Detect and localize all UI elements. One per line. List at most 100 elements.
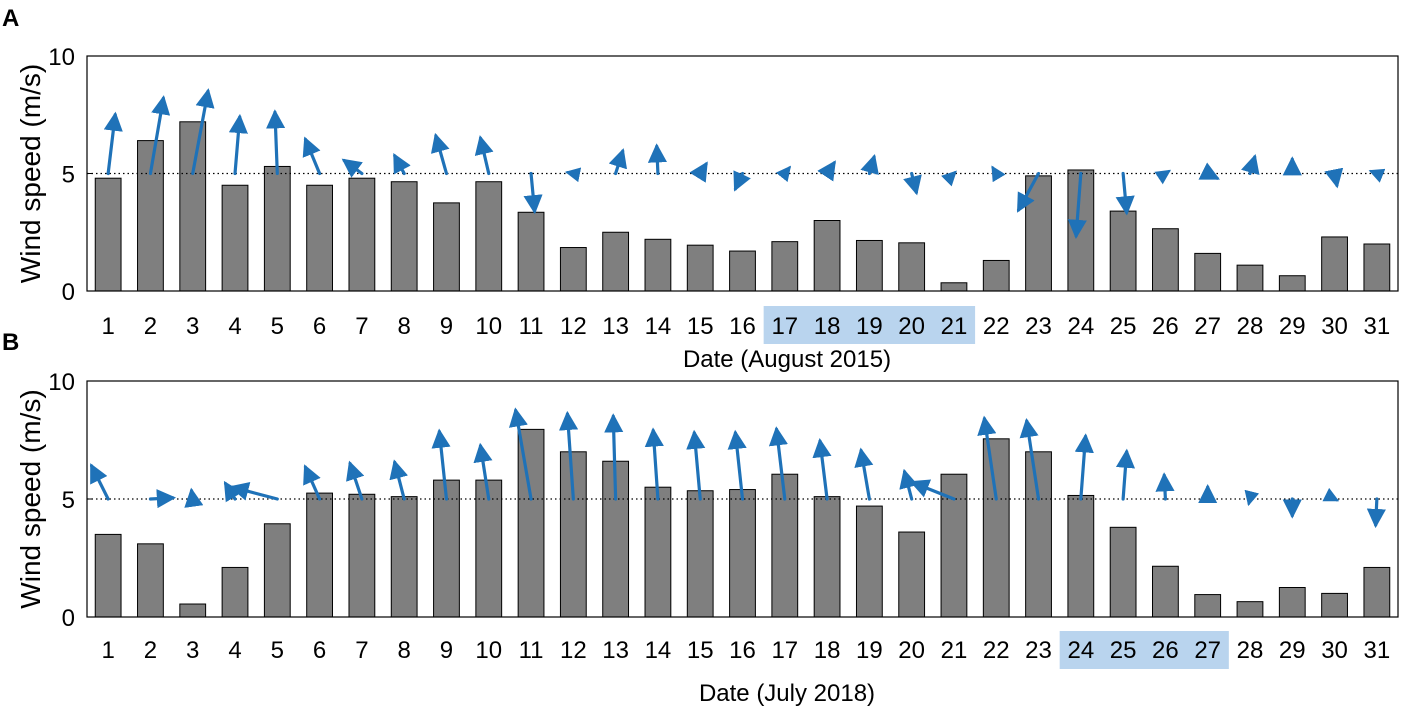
wind-vector	[389, 459, 409, 501]
x-tick-label: 29	[1279, 313, 1306, 340]
bar	[1194, 252, 1222, 292]
bar	[94, 533, 122, 618]
wind-vector	[228, 113, 248, 176]
x-tick-label: 27	[1194, 637, 1221, 664]
bar	[1152, 228, 1179, 292]
bar	[94, 177, 122, 292]
y-tick-label: 0	[62, 605, 75, 632]
x-tick-label: 12	[560, 313, 587, 340]
x-tick-label: 20	[898, 637, 925, 664]
x-tick-label: 25	[1110, 313, 1137, 340]
x-tick-label: 7	[355, 637, 368, 664]
wind-vector	[1016, 171, 1041, 213]
wind-vector	[909, 479, 956, 501]
bar	[517, 211, 545, 292]
panel-a-letter: A	[2, 5, 19, 32]
bar	[1109, 210, 1137, 292]
wind-vector	[148, 489, 177, 509]
wind-vector	[265, 109, 286, 176]
x-tick-label: 24	[1067, 313, 1094, 340]
x-tick-label: 17	[771, 313, 798, 340]
panel-b-wind-vectors	[90, 407, 1386, 529]
x-tick-label: 4	[228, 637, 241, 664]
x-tick-label: 6	[313, 637, 326, 664]
panel-b-bars	[94, 428, 1391, 618]
wind-vector	[1366, 497, 1386, 529]
x-tick-label: 9	[440, 313, 453, 340]
bar	[1363, 566, 1391, 618]
wind-vector	[775, 165, 792, 183]
x-tick-label: 19	[856, 313, 883, 340]
panel-b-y-axis-label: Wind speed (m/s)	[15, 389, 46, 608]
x-tick-label: 1	[101, 637, 114, 664]
bar	[602, 231, 630, 292]
y-tick-label: 5	[62, 487, 75, 514]
bar	[855, 239, 883, 292]
bar	[263, 523, 291, 618]
panel-b-y-tick-labels: 0 5 10	[48, 369, 93, 632]
y-tick-label: 0	[62, 279, 75, 306]
bar	[263, 165, 291, 292]
bar	[137, 543, 164, 618]
x-tick-label: 22	[983, 637, 1010, 664]
bar	[855, 505, 883, 618]
wind-vector	[647, 143, 668, 176]
x-tick-label: 2	[144, 637, 157, 664]
wind-vector	[1322, 487, 1340, 502]
x-tick-label: 11	[519, 637, 544, 664]
wind-vector	[1019, 417, 1041, 501]
wind-vector	[977, 415, 998, 501]
x-tick-label: 19	[856, 637, 883, 664]
wind-vector	[1115, 171, 1135, 216]
wind-vector	[229, 481, 279, 501]
x-tick-label: 26	[1152, 637, 1179, 664]
x-tick-label: 13	[602, 637, 629, 664]
wind-vector	[558, 410, 579, 501]
wind-vector	[733, 170, 751, 192]
x-tick-label: 8	[397, 637, 410, 664]
wind-vector	[768, 426, 788, 501]
wind-vector	[90, 463, 110, 501]
x-tick-label: 21	[941, 637, 968, 664]
bar	[1194, 594, 1222, 618]
wind-vector	[191, 88, 215, 176]
x-tick-label: 17	[771, 637, 798, 664]
bar	[1025, 451, 1052, 618]
wind-vector	[346, 460, 365, 501]
bar	[898, 242, 926, 292]
panel-b-x-tick-labels: 1 2 3 4 5 6 7 8 9 10 11 12 13 14 15 16 17 18 19 20 21 22 23 24 2…	[101, 637, 1390, 664]
x-tick-label: 11	[519, 313, 544, 340]
panel-b-highlight	[1059, 631, 1229, 669]
wind-vector	[431, 428, 451, 501]
highlight-band	[1059, 631, 1229, 669]
x-tick-label: 14	[645, 313, 672, 340]
wind-vector	[644, 427, 664, 501]
x-tick-label: 30	[1321, 313, 1348, 340]
wind-vector	[608, 148, 628, 176]
panel-a: A 1 2 3 4 5 6 7 8 9 10 11 12 13 14 15 16 17 18 19 20 21 22 23 2…	[2, 5, 1399, 373]
x-tick-label: 21	[941, 313, 968, 340]
wind-vector	[689, 161, 708, 183]
bar	[686, 244, 714, 292]
wind-vector	[854, 447, 874, 501]
y-tick-label: 10	[48, 44, 75, 71]
bar	[1236, 601, 1264, 618]
bar	[390, 181, 418, 292]
x-tick-label: 10	[475, 637, 502, 664]
bar	[813, 220, 841, 292]
bar	[813, 496, 841, 618]
wind-vector	[812, 438, 832, 501]
x-tick-label: 6	[313, 313, 326, 340]
wind-vector	[302, 136, 322, 176]
y-tick-label: 10	[48, 369, 75, 396]
x-tick-label: 20	[898, 313, 925, 340]
x-tick-label: 15	[687, 313, 714, 340]
bar	[348, 493, 376, 618]
x-tick-label: 25	[1110, 637, 1137, 664]
wind-vector	[565, 167, 582, 183]
bar	[771, 241, 799, 292]
bar	[729, 489, 756, 618]
bar	[940, 282, 968, 292]
bar	[221, 566, 249, 618]
